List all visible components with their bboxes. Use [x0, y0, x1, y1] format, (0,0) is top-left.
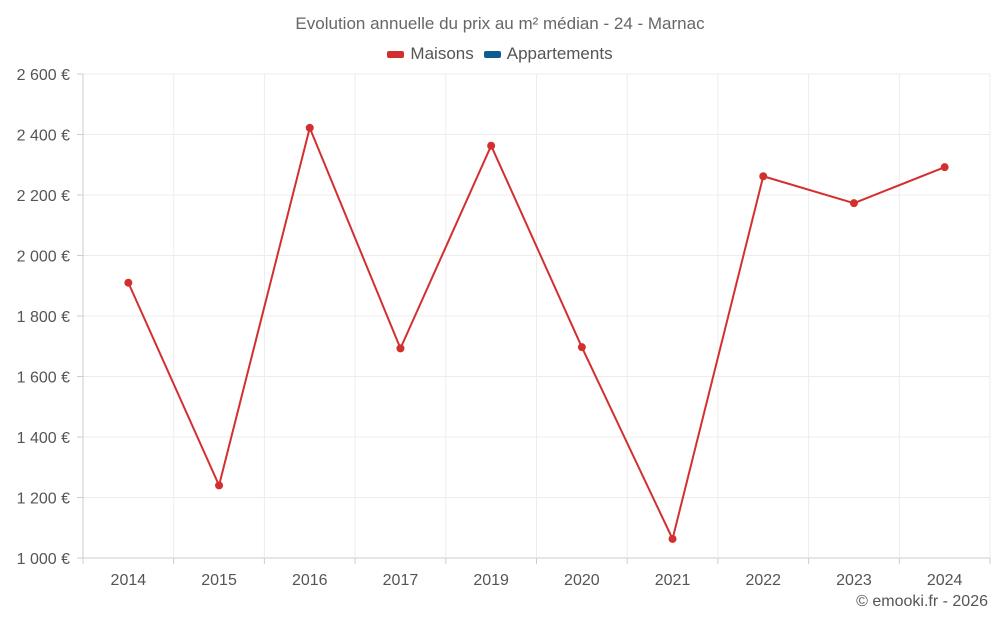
y-tick-label: 2 600 € [17, 67, 70, 84]
data-point[interactable] [124, 278, 133, 287]
x-tick-label: 2023 [836, 572, 872, 589]
legend-label-appartements: Appartements [506, 44, 613, 63]
x-tick-label: 2019 [473, 572, 509, 589]
series-line-maisons [127, 126, 946, 540]
data-point[interactable] [396, 344, 405, 353]
legend-item-maisons[interactable]: Maisons [387, 44, 474, 64]
y-tick-label: 1 000 € [17, 551, 70, 568]
y-tick-label: 2 200 € [17, 188, 70, 205]
x-tick-label: 2015 [201, 572, 237, 589]
y-axis: 1 000 € 1 200 € 1 400 € 1 600 € 1 800 € 2 000… [17, 67, 84, 568]
data-point[interactable] [940, 163, 949, 172]
y-tick-label: 1 200 € [17, 491, 70, 508]
legend-label-maisons: Maisons [410, 44, 474, 63]
x-tick-label: 2014 [111, 572, 147, 589]
legend-swatch-maisons [387, 50, 405, 58]
x-axis: 2014 2015 2016 2017 2019 2020 2021 2022 2023 2024 [82, 558, 991, 589]
x-tick-label: 2016 [292, 572, 328, 589]
credit-text: © emooki.fr - 2026 [856, 593, 988, 610]
x-tick-label: 2017 [383, 572, 419, 589]
data-point[interactable] [668, 534, 677, 543]
x-tick-label: 2024 [927, 572, 963, 589]
data-point[interactable] [577, 343, 586, 352]
legend: Maisons Appartements [0, 44, 1000, 64]
data-point[interactable] [759, 172, 768, 181]
y-tick-label: 1 400 € [17, 430, 70, 447]
x-tick-label: 2022 [745, 572, 781, 589]
grid-lines [82, 73, 991, 559]
x-tick-label: 2020 [564, 572, 600, 589]
series-group [124, 123, 949, 543]
data-point[interactable] [215, 481, 224, 490]
chart-title: Evolution annuelle du prix au m² médian … [295, 14, 705, 33]
y-tick-label: 1 600 € [17, 370, 70, 387]
data-point[interactable] [305, 123, 314, 132]
legend-item-appartements[interactable]: Appartements [483, 44, 613, 64]
data-point[interactable] [849, 199, 858, 208]
y-tick-label: 1 800 € [17, 309, 70, 326]
data-point[interactable] [487, 141, 496, 150]
y-tick-label: 2 400 € [17, 128, 70, 145]
legend-swatch-appartements [483, 50, 501, 58]
y-tick-label: 2 000 € [17, 249, 70, 266]
x-tick-label: 2021 [655, 572, 691, 589]
